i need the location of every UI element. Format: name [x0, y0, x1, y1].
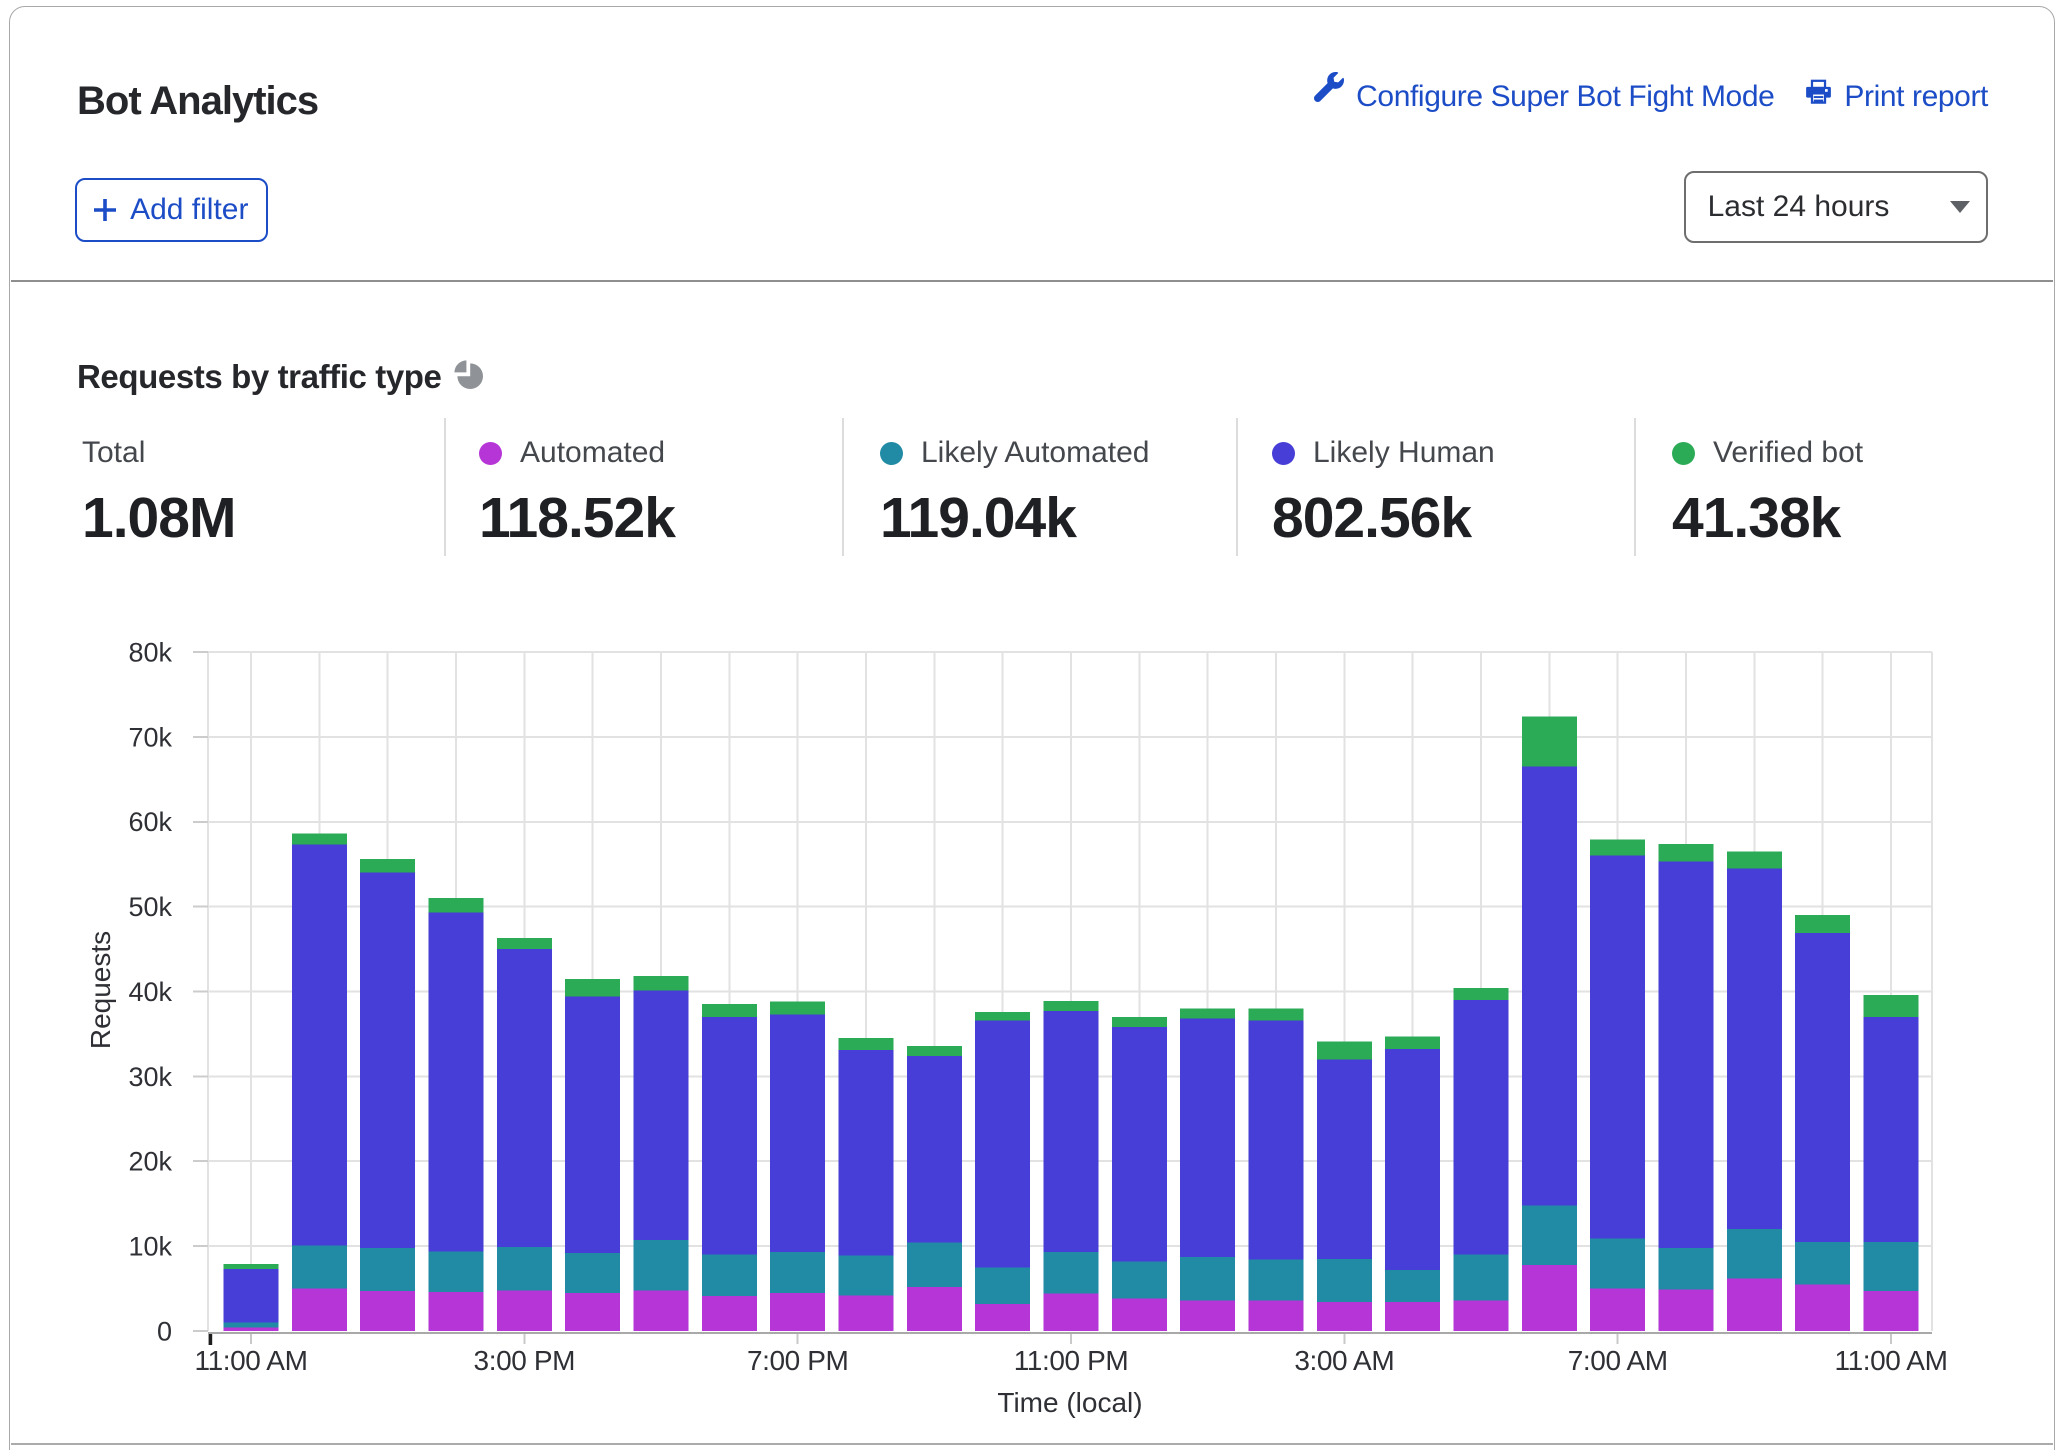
svg-text:7:00 AM: 7:00 AM [1568, 1345, 1668, 1376]
svg-text:Requests: Requests [85, 931, 116, 1049]
svg-text:Time (local): Time (local) [997, 1387, 1142, 1418]
svg-text:11:00 PM: 11:00 PM [1014, 1345, 1129, 1376]
svg-text:50k: 50k [128, 892, 172, 922]
svg-text:7:00 PM: 7:00 PM [747, 1345, 848, 1376]
svg-text:80k: 80k [128, 637, 172, 667]
svg-text:60k: 60k [128, 807, 172, 837]
svg-text:10k: 10k [128, 1232, 172, 1262]
svg-text:30k: 30k [128, 1062, 172, 1092]
svg-text:0: 0 [157, 1316, 172, 1346]
svg-text:40k: 40k [128, 977, 172, 1007]
svg-text:11:00 AM: 11:00 AM [1834, 1345, 1947, 1376]
svg-text:3:00 AM: 3:00 AM [1294, 1345, 1394, 1376]
svg-text:11:00 AM: 11:00 AM [194, 1345, 307, 1376]
svg-text:3:00 PM: 3:00 PM [474, 1345, 575, 1376]
svg-text:70k: 70k [128, 722, 172, 752]
svg-text:20k: 20k [128, 1147, 172, 1177]
